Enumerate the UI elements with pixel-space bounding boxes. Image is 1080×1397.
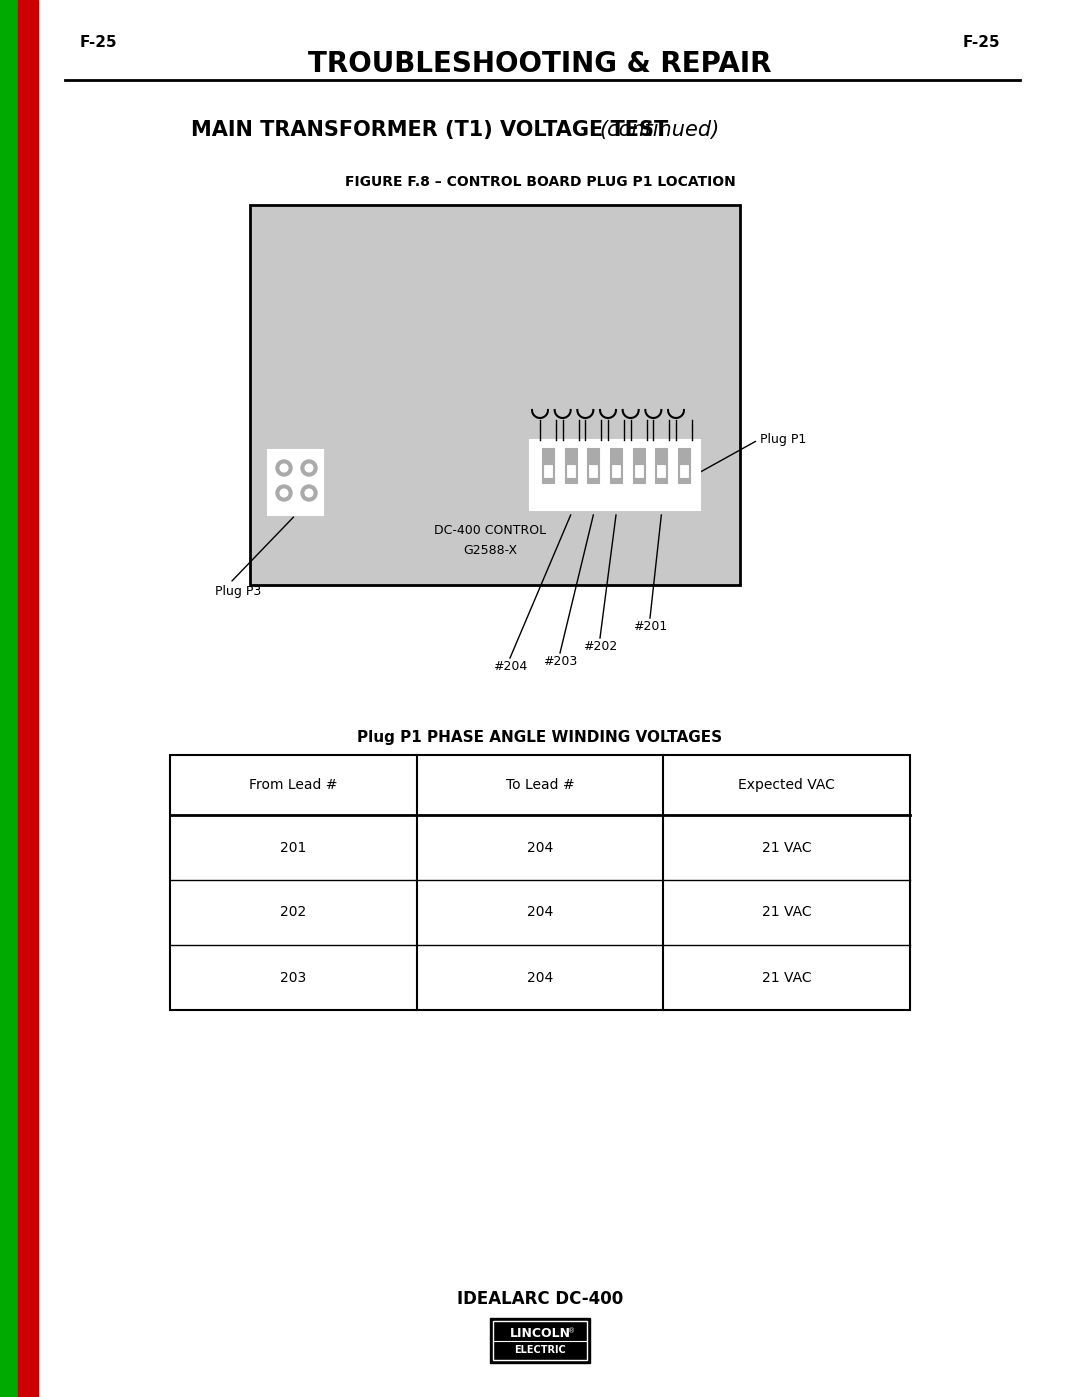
Bar [612,465,620,476]
Text: Return to Section TOC: Return to Section TOC [27,893,37,1007]
Text: Return to Section TOC: Return to Section TOC [27,503,37,616]
Text: 21 VAC: 21 VAC [761,971,811,985]
Text: G2588-X: G2588-X [463,543,517,556]
Text: #201: #201 [633,620,667,633]
Text: Return to Master TOC: Return to Master TOC [10,504,18,616]
Text: Plug P1: Plug P1 [760,433,807,447]
Text: 204: 204 [527,841,553,855]
Text: Expected VAC: Expected VAC [739,778,835,792]
Bar [565,448,577,483]
Text: ®: ® [568,1329,576,1334]
Text: IDEALARC DC-400: IDEALARC DC-400 [457,1289,623,1308]
Circle shape [276,485,292,502]
Text: Return to Section TOC: Return to Section TOC [27,113,37,226]
Bar [567,465,575,476]
Text: 201: 201 [280,841,307,855]
Bar [530,440,700,510]
Text: FIGURE F.8 – CONTROL BOARD PLUG P1 LOCATION: FIGURE F.8 – CONTROL BOARD PLUG P1 LOCAT… [345,175,735,189]
Bar [249,205,740,585]
Bar [492,1322,588,1361]
Circle shape [305,464,313,472]
Bar [588,448,599,483]
Text: Return to Master TOC: Return to Master TOC [10,115,18,225]
Text: (continued): (continued) [599,120,720,140]
Text: F-25: F-25 [962,35,1000,50]
Bar [680,465,688,476]
Text: LINCOLN: LINCOLN [510,1327,570,1340]
Circle shape [301,460,318,476]
Circle shape [276,460,292,476]
Text: #202: #202 [583,640,617,652]
Bar [490,1317,590,1363]
Text: F-25: F-25 [80,35,118,50]
Text: To Lead #: To Lead # [505,778,575,792]
Text: 202: 202 [280,905,307,919]
Bar [678,448,690,483]
Circle shape [301,485,318,502]
Bar [18,0,38,1397]
Text: Plug P1 PHASE ANGLE WINDING VOLTAGES: Plug P1 PHASE ANGLE WINDING VOLTAGES [357,731,723,745]
Bar [590,465,597,476]
Bar [268,450,323,515]
Text: ELECTRIC: ELECTRIC [514,1345,566,1355]
Bar [170,754,910,1010]
Bar [633,448,645,483]
Text: From Lead #: From Lead # [249,778,338,792]
Bar [544,465,552,476]
Text: TROUBLESHOOTING & REPAIR: TROUBLESHOOTING & REPAIR [308,50,772,78]
Text: #203: #203 [543,655,577,668]
Bar [542,448,554,483]
Bar [656,448,667,483]
Text: MAIN TRANSFORMER (T1) VOLTAGE TEST: MAIN TRANSFORMER (T1) VOLTAGE TEST [191,120,669,140]
Text: Plug P3: Plug P3 [215,585,261,598]
Bar [635,465,643,476]
Text: Return to Master TOC: Return to Master TOC [10,894,18,1006]
Text: #204: #204 [492,659,527,673]
Text: 21 VAC: 21 VAC [761,841,811,855]
Bar [249,205,740,585]
Text: DC-400 CONTROL: DC-400 CONTROL [434,524,546,536]
Bar [0,0,18,1397]
Circle shape [305,489,313,497]
Text: 204: 204 [527,971,553,985]
Text: 203: 203 [280,971,307,985]
Circle shape [280,464,288,472]
Circle shape [280,489,288,497]
Text: 204: 204 [527,905,553,919]
Bar [658,465,665,476]
Bar [610,448,622,483]
Text: 21 VAC: 21 VAC [761,905,811,919]
